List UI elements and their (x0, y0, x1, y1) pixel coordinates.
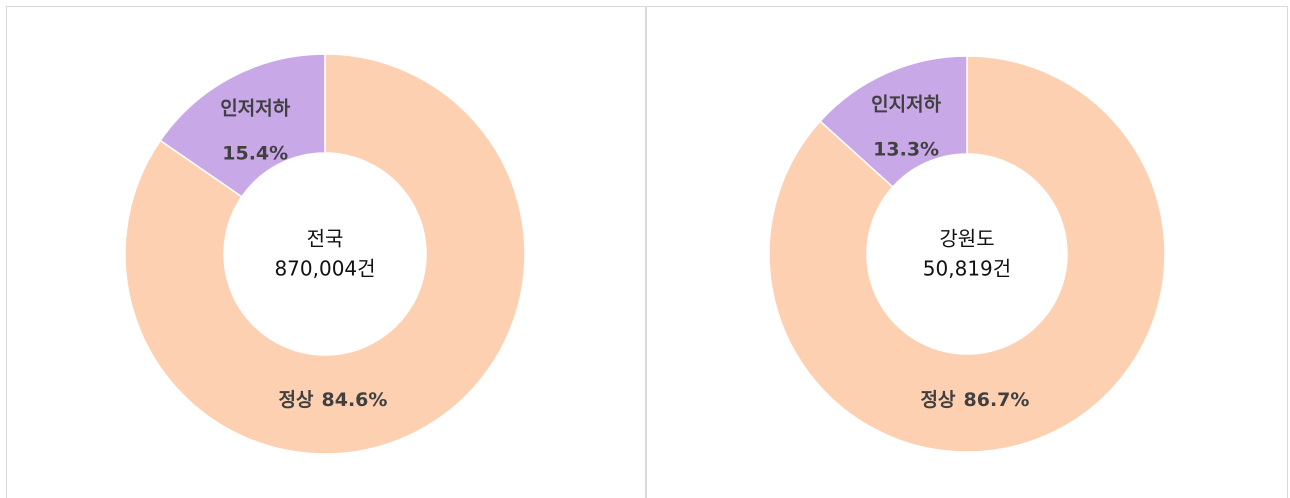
panel-border (6, 6, 646, 498)
center-subtitle: 870,004건 (274, 257, 375, 281)
center-subtitle: 50,819건 (923, 257, 1011, 281)
donut-slice (768, 55, 1166, 453)
center-title: 전국 (307, 227, 344, 251)
donut-slice (159, 53, 326, 198)
donut-slice (819, 55, 968, 188)
value-label: 13.3% (873, 138, 939, 160)
panel-border (646, 6, 1288, 498)
category-label: 정상 (279, 389, 314, 411)
category-label: 인지저하 (871, 93, 941, 115)
value-label: 86.7% (964, 389, 1030, 411)
value-label: 84.6% (322, 389, 388, 411)
donut-slice (124, 53, 526, 455)
category-label: 인저저하 (220, 98, 290, 120)
value-label: 15.4% (222, 143, 288, 165)
slice-label: 정상 86.7% (921, 389, 1030, 411)
center-title: 강원도 (939, 227, 994, 251)
category-label: 정상 (921, 389, 956, 411)
slice-label: 정상 84.6% (279, 389, 388, 411)
